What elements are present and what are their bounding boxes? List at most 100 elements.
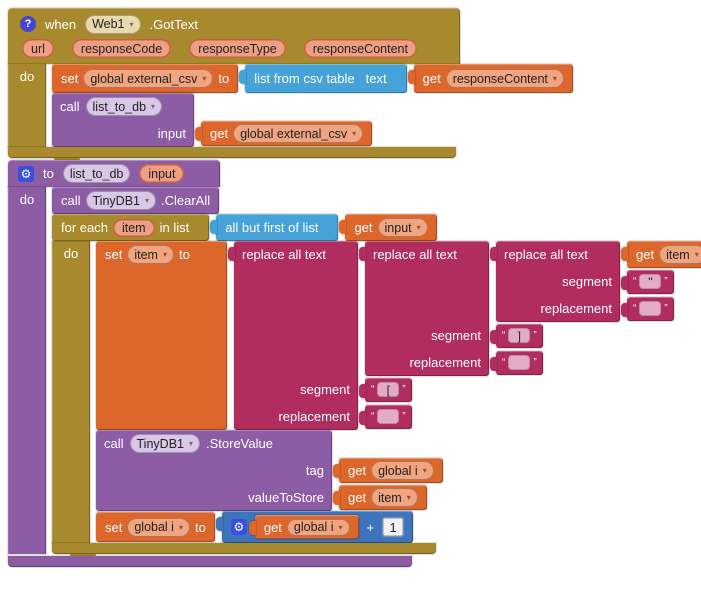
string-empty-block[interactable]: “ ” (490, 350, 543, 375)
procedure-dropdown[interactable]: list_to_db ▾ (85, 97, 163, 116)
list-op-label: all but first of list (225, 220, 319, 235)
replace-label: replace all text (373, 247, 457, 262)
call-label: call (60, 99, 80, 114)
chevron-down-icon: ▾ (694, 250, 699, 259)
string-dquote-block[interactable]: “ " ” (621, 269, 674, 294)
help-icon[interactable]: ? (20, 16, 36, 32)
variable-dropdown[interactable]: global i ▾ (371, 461, 434, 480)
variable-dropdown[interactable]: item ▾ (371, 488, 418, 507)
segment-label: segment (300, 382, 350, 397)
string-field[interactable]: ] (508, 328, 531, 343)
component-dropdown[interactable]: TinyDB1 ▾ (129, 434, 200, 453)
component-dropdown[interactable]: TinyDB1 ▾ (85, 191, 156, 210)
replacement-label: replacement (540, 301, 612, 316)
string-empty-block[interactable]: “ ” (621, 296, 674, 321)
get-item-block[interactable]: get item ▾ (333, 485, 427, 510)
for-each-block[interactable]: for each item in list all but first of l… (52, 214, 701, 560)
do-rail: do (8, 64, 46, 147)
event-block-footer (8, 147, 456, 164)
param-chip-responsetype[interactable]: responseType (189, 39, 286, 58)
math-add-block[interactable]: ⚙ get global i ▾ + 1 (215, 511, 414, 543)
to-label: to (43, 166, 54, 181)
variable-dropdown[interactable]: global i ▾ (127, 517, 190, 537)
procedure-list-to-db-block[interactable]: ⚙ to list_to_db input do call TinyDB1 ▾ .… (8, 160, 701, 567)
call-tinydb-clearall-block[interactable]: call TinyDB1 ▾ .ClearAll (52, 187, 220, 214)
chevron-down-icon: ▾ (406, 493, 411, 502)
replacement-label: replacement (278, 409, 350, 424)
list-from-csv-table-block[interactable]: list from csv table text (239, 64, 407, 93)
quote-open: “ (502, 330, 506, 341)
string-field[interactable] (377, 409, 400, 424)
variable-dropdown[interactable]: global external_csv ▾ (83, 69, 214, 88)
chevron-down-icon: ▾ (416, 223, 421, 232)
string-lbracket-block[interactable]: “ [ ” (359, 377, 412, 402)
get-label: get (636, 247, 655, 262)
text-socket-label: text (365, 71, 387, 86)
in-list-label: in list (159, 220, 190, 235)
string-field[interactable] (508, 355, 531, 370)
number-field[interactable]: 1 (382, 517, 405, 537)
variable-dropdown[interactable]: global i ▾ (286, 518, 350, 536)
chevron-down-icon: ▾ (129, 19, 134, 29)
set-global-i-block[interactable]: set global i ▾ to (96, 512, 215, 542)
get-global-i-block[interactable]: get global i ▾ (248, 515, 359, 539)
for-each-header[interactable]: for each item in list (52, 214, 210, 241)
string-empty-block[interactable]: “ ” (359, 404, 412, 429)
chevron-down-icon: ▾ (202, 74, 207, 83)
call-list-to-db-block[interactable]: call list_to_db ▾ input get global extern… (52, 93, 373, 147)
to-label: to (218, 71, 230, 86)
chevron-down-icon: ▾ (552, 74, 557, 83)
quote-close: ” (402, 411, 406, 422)
call-label: call (104, 436, 124, 451)
param-chip-responsecode[interactable]: responseCode (71, 39, 172, 58)
chevron-down-icon: ▾ (338, 522, 343, 532)
variable-dropdown[interactable]: input ▾ (377, 218, 428, 237)
chevron-down-icon: ▾ (151, 102, 156, 111)
get-global-i-block[interactable]: get global i ▾ (333, 458, 443, 483)
string-field[interactable] (639, 301, 662, 316)
input-socket-label: input (157, 126, 186, 141)
chevron-down-icon: ▾ (352, 129, 357, 138)
component-dropdown[interactable]: Web1 ▾ (85, 14, 141, 34)
replace-all-text-block-1[interactable]: replace all text segment replacement (228, 241, 701, 430)
set-item-block[interactable]: set item ▾ to (96, 241, 227, 430)
get-global-external-csv-block[interactable]: get global external_csv ▾ (194, 121, 373, 146)
get-label: get (348, 490, 367, 505)
get-label: get (354, 220, 373, 235)
valuetostore-socket-label: valueToStore (248, 490, 324, 505)
param-chip-responsecontent[interactable]: responseContent (303, 39, 417, 58)
quote-open: “ (633, 303, 637, 314)
when-web1-gottext-block[interactable]: ? when Web1 ▾ .GotText url responseCode … (8, 8, 573, 164)
procedure-header[interactable]: ⚙ to list_to_db input (8, 160, 220, 187)
gear-icon[interactable]: ⚙ (18, 165, 34, 182)
procedure-footer (8, 556, 412, 567)
method-label: .ClearAll (161, 193, 211, 208)
set-global-external-csv-block[interactable]: set global external_csv ▾ to (52, 64, 239, 93)
chevron-down-icon: ▾ (422, 466, 427, 475)
get-responsecontent-block[interactable]: get responseContent ▾ (407, 64, 573, 93)
param-chip-input[interactable]: input (139, 164, 185, 183)
get-item-block[interactable]: get item ▾ (621, 241, 701, 268)
quote-close: ” (402, 384, 406, 395)
list-from-csv-label: list from csv table (254, 71, 355, 86)
all-but-first-of-list-block[interactable]: all but first of list (210, 214, 339, 241)
replace-all-text-block-3[interactable]: replace all text segment replacement (490, 241, 701, 322)
variable-dropdown[interactable]: responseContent ▾ (445, 69, 564, 88)
string-field[interactable]: " (639, 274, 662, 289)
gear-icon[interactable]: ⚙ (230, 519, 247, 535)
call-tinydb-storevalue-block[interactable]: call TinyDB1 ▾ .StoreValue tag valueToSto… (96, 430, 443, 511)
quote-close: ” (664, 303, 668, 314)
variable-dropdown[interactable]: item ▾ (659, 245, 701, 264)
variable-dropdown[interactable]: global external_csv ▾ (233, 124, 364, 143)
for-each-footer (52, 543, 436, 560)
event-block-header[interactable]: ? when Web1 ▾ .GotText url responseCode … (8, 8, 460, 64)
string-rbracket-block[interactable]: “ ] ” (490, 323, 543, 348)
loop-variable-field[interactable]: item (112, 218, 155, 237)
get-label: get (263, 519, 282, 535)
variable-dropdown[interactable]: item ▾ (127, 245, 174, 264)
get-input-block[interactable]: get input ▾ (339, 214, 437, 241)
replace-all-text-block-2[interactable]: replace all text segment replacement (359, 241, 701, 376)
string-field[interactable]: [ (377, 382, 400, 397)
procedure-name-field[interactable]: list_to_db (62, 164, 131, 183)
param-chip-url[interactable]: url (22, 39, 54, 58)
